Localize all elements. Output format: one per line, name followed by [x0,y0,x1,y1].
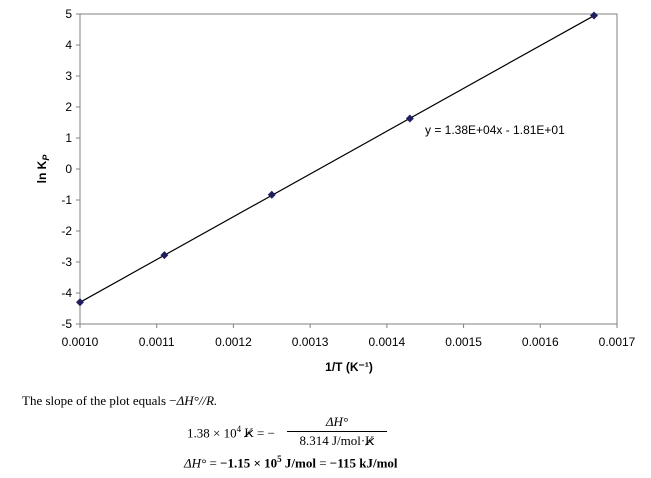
y-tick-label: -4 [61,286,72,300]
y-tick-label: 4 [65,38,72,52]
x-tick-label: 0.0010 [62,335,99,349]
x-tick-label: 0.0017 [599,335,636,349]
x-tick-label: 0.0011 [139,335,175,349]
y-axis-title-main: ln K [35,160,49,183]
y-tick-label: 1 [65,131,72,145]
equation-1-lhs: 1.38 × 104 K = − [187,424,275,441]
data-point [160,251,169,260]
x-tick-label: 0.0015 [445,335,482,349]
x-tick-label: 0.0016 [522,335,559,349]
y-tick-label: 3 [65,69,72,83]
data-point [589,11,598,20]
x-axis-title: 1/T (K⁻¹) [325,360,373,374]
slope-statement: The slope of the plot equals −ΔH°//R. [22,393,218,408]
data-point [267,190,276,199]
data-points [76,11,598,307]
y-tick-label: -3 [61,255,72,269]
y-tick-label: -5 [61,317,72,331]
equation-2: ΔH° = −1.15 × 105 J/mol = −115 kJ/mol [184,454,398,471]
slope-text-post: /R. [202,393,218,408]
y-tick-label: 0 [65,162,72,176]
x-axis: 0.0010 0.0011 0.0012 0.0013 0.0014 0.0015 0.00… [62,324,636,349]
fraction-denominator: 8.314 J/mol·K [299,433,375,448]
y-axis-title: ln KP [35,154,51,184]
y-axis-title-sub: P [41,154,51,161]
y-tick-label: -2 [61,224,72,238]
x-tick-label: 0.0014 [369,335,406,349]
x-tick-label: 0.0012 [215,335,252,349]
equation-1-fraction: ΔH° 8.314 J/mol·K [287,414,387,449]
y-tick-label: 2 [65,100,72,114]
data-point [76,298,84,307]
x-tick-label: 0.0013 [292,335,329,349]
y-tick-label: -1 [61,193,72,207]
y-tick-label: 5 [65,7,72,21]
y-axis: 5 4 3 2 1 0 -1 -2 -3 -4 -5 [61,7,80,331]
trendline-equation: y = 1.38E+04x - 1.81E+01 [425,123,565,137]
fraction-numerator: ΔH° [325,414,349,429]
slope-text-pre: The slope of the plot equals − [22,393,177,408]
data-point [405,114,414,123]
slope-text-dh: ΔH° [176,393,199,408]
